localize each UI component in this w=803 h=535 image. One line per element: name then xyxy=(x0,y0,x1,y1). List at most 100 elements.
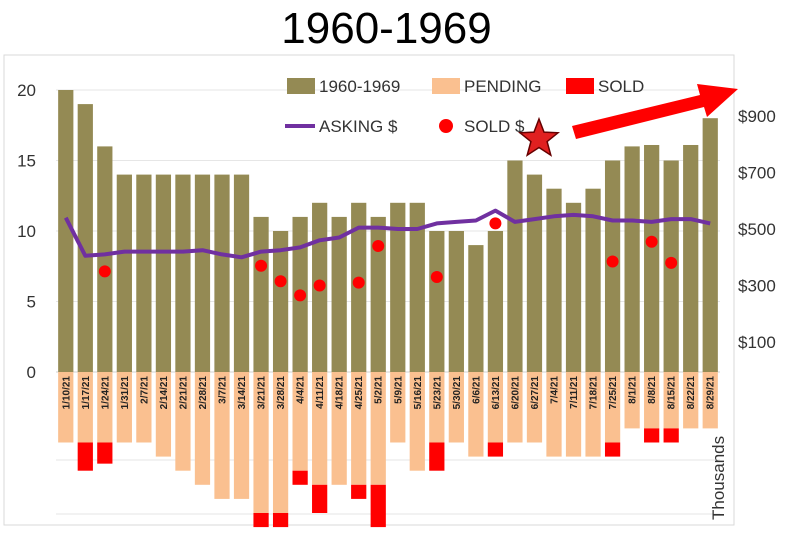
bar-pending-2-28-21 xyxy=(194,372,211,485)
bar-1960-1969-6-6-21 xyxy=(468,245,484,372)
sold-price-dot-5-23-21 xyxy=(430,271,443,284)
bar-sold-1-17-21 xyxy=(77,442,93,471)
x-tick-label: 5/9/21 xyxy=(393,376,404,404)
sold-price-dot-7-25-21 xyxy=(606,255,619,268)
sold-price-dot-1-24-21 xyxy=(98,265,111,278)
bar-pending-4-25-21 xyxy=(351,372,367,485)
bar-1960-1969-8-1-21 xyxy=(624,146,640,372)
sold-price-dot-8-8-21 xyxy=(645,235,658,248)
bar-pending-3-28-21 xyxy=(272,372,289,513)
plot-border xyxy=(3,54,735,526)
y2-axis-ticks: $900 $700 $500 $300 $100 Thousands xyxy=(709,107,776,520)
bar-1960-1969-2-14-21 xyxy=(155,174,172,372)
legend-swatch-1960-1969 xyxy=(287,78,315,94)
x-tick-label: 1/24/21 xyxy=(100,376,111,410)
bar-pending-4-4-21 xyxy=(292,372,308,471)
x-tick-label: 5/30/21 xyxy=(452,376,463,410)
legend-swatch-sold xyxy=(439,119,453,133)
bar-1960-1969-6-13-21 xyxy=(487,231,504,372)
bar-pending-1-10-21 xyxy=(58,372,74,443)
x-tick-label: 7/25/21 xyxy=(608,376,619,410)
x-tick-label: 7/4/21 xyxy=(550,376,561,404)
sold-price-dot-6-13-21 xyxy=(489,217,502,230)
bar-pending-6-20-21 xyxy=(507,372,523,443)
bar-pending-8-29-21 xyxy=(702,372,718,429)
x-tick-label: 8/1/21 xyxy=(628,376,639,404)
bar-1960-1969-8-22-21 xyxy=(683,144,699,372)
y2-axis-label: Thousands xyxy=(709,436,728,520)
bar-pending-8-22-21 xyxy=(683,372,699,429)
y-tick-label: 15 xyxy=(17,152,36,171)
sold-price-dot-4-11-21 xyxy=(313,279,326,292)
bar-pending-4-18-21 xyxy=(331,372,347,485)
bar-pending-6-6-21 xyxy=(468,372,484,457)
x-tick-label: 1/10/21 xyxy=(61,376,72,410)
bar-pending-5-9-21 xyxy=(390,372,406,443)
x-tick-label: 4/18/21 xyxy=(335,376,346,410)
bar-pending-5-16-21 xyxy=(409,372,425,471)
x-tick-label: 2/21/21 xyxy=(178,376,189,410)
x-tick-label: 6/13/21 xyxy=(491,376,502,410)
x-tick-label: 5/23/21 xyxy=(432,376,443,410)
bar-pending-4-11-21 xyxy=(312,372,328,485)
bar-sold-7-25-21 xyxy=(604,442,621,457)
bar-1960-1969-7-4-21 xyxy=(546,188,562,372)
legend-label-sold: SOLD xyxy=(598,77,644,96)
bar-pending-7-4-21 xyxy=(546,372,562,457)
bar-sold-4-25-21 xyxy=(351,484,367,499)
legend-label-asking: ASKING $ xyxy=(319,117,398,136)
sold-dots xyxy=(98,217,678,302)
bar-1960-1969-5-9-21 xyxy=(390,202,406,372)
x-tick-label: 7/18/21 xyxy=(589,376,600,410)
bar-pending-8-15-21 xyxy=(663,372,679,429)
bar-sold-6-13-21 xyxy=(487,442,504,457)
x-tick-label: 4/25/21 xyxy=(354,376,365,410)
bar-1960-1969-5-23-21 xyxy=(429,231,445,372)
bar-sold-5-23-21 xyxy=(429,442,445,471)
bar-pending-5-2-21 xyxy=(370,372,386,485)
bar-sold-5-2-21 xyxy=(370,484,386,528)
x-tick-label: 2/14/21 xyxy=(159,376,170,410)
bar-1960-1969-3-14-21 xyxy=(233,174,250,372)
bar-pending-1-31-21 xyxy=(116,372,132,443)
sold-price-dot-3-28-21 xyxy=(274,275,287,288)
bar-pending-8-1-21 xyxy=(624,372,640,429)
y2-tick-label: $700 xyxy=(738,164,776,183)
grid-lines xyxy=(56,89,720,515)
bar-1960-1969-6-27-21 xyxy=(526,174,543,372)
legend-swatch-pending xyxy=(432,78,460,94)
x-tick-label: 6/27/21 xyxy=(530,376,541,410)
bar-1960-1969-4-18-21 xyxy=(331,216,347,372)
y-tick-label: 20 xyxy=(17,81,36,100)
x-tick-label: 1/17/21 xyxy=(81,376,92,410)
bar-pending-7-11-21 xyxy=(565,372,582,457)
bar-pending-1-24-21 xyxy=(97,372,113,443)
x-tick-label: 8/29/21 xyxy=(706,376,717,410)
legend-swatch-sold xyxy=(566,78,594,94)
y-tick-label: 0 xyxy=(27,363,36,382)
x-tick-label: 8/8/21 xyxy=(647,376,658,404)
bar-sold-4-11-21 xyxy=(312,484,328,513)
sold-price-dot-4-4-21 xyxy=(294,289,307,302)
x-tick-label: 6/6/21 xyxy=(471,376,482,404)
bar-pending-7-25-21 xyxy=(604,372,621,443)
bar-pending-7-18-21 xyxy=(585,372,601,457)
bar-1960-1969-3-21-21 xyxy=(253,216,269,372)
chart-title: 1960-1969 xyxy=(281,4,492,53)
legend-label-1960-1969: 1960-1969 xyxy=(319,77,400,96)
bar-pending-3-14-21 xyxy=(233,372,250,499)
bar-1960-1969-6-20-21 xyxy=(507,160,523,372)
bar-pending-3-21-21 xyxy=(253,372,269,513)
x-tick-label: 8/22/21 xyxy=(686,376,697,410)
annotations xyxy=(517,84,738,157)
bar-1960-1969-1-17-21 xyxy=(77,104,93,372)
bar-pending-5-23-21 xyxy=(429,372,445,443)
x-axis-ticks: 1/10/21 1/17/21 1/24/21 1/31/21 2/7/21 2/14/2… xyxy=(61,376,716,410)
y2-tick-label: $300 xyxy=(738,277,776,296)
bar-pending-6-27-21 xyxy=(526,372,543,443)
bar-1960-1969-2-7-21 xyxy=(136,174,152,372)
trend-up-arrow-icon xyxy=(572,84,738,139)
bar-sold-8-15-21 xyxy=(663,428,679,443)
x-tick-label: 3/14/21 xyxy=(237,376,248,410)
asking-price-line xyxy=(64,208,711,260)
